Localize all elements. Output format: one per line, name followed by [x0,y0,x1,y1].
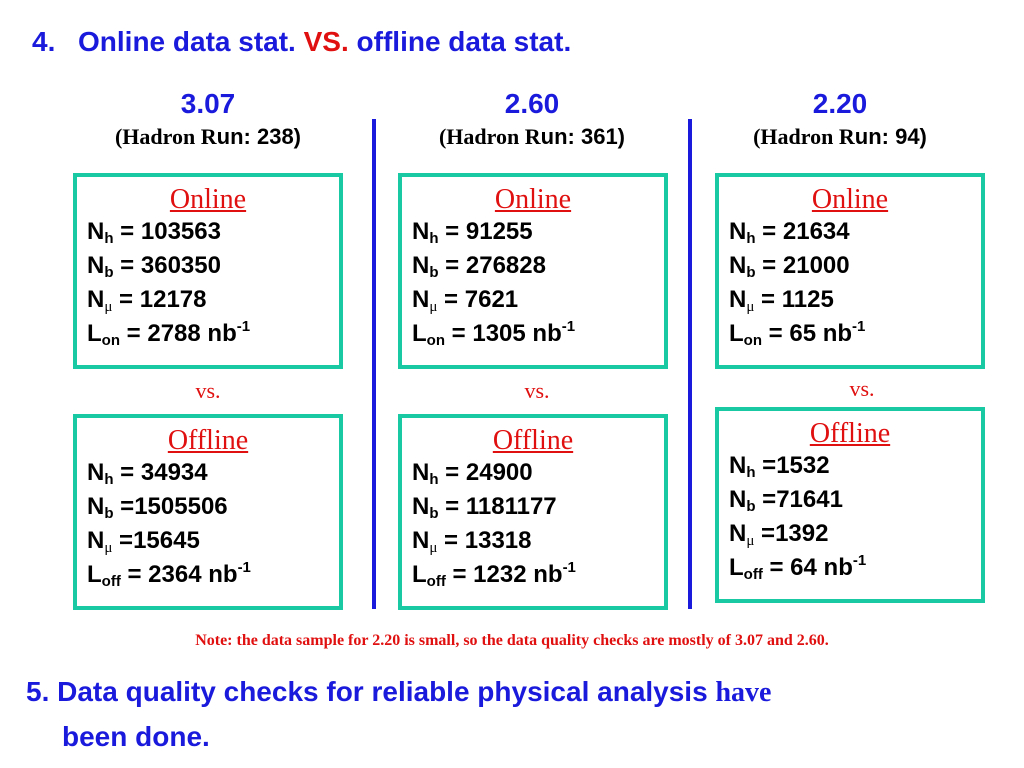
stat-line: Nh = 21634 [729,218,850,247]
conclusion-sans: Data quality checks for reliable physica… [57,676,708,707]
stat-line: Nμ = 1125 [729,286,834,315]
stat-line: Loff = 1232 nb-1 [412,559,576,590]
column-header-3: 2.20 (Hadron Run: 94) [690,88,990,152]
stat-line: Nh = 24900 [412,459,533,488]
offline-box-1: Offline Nh = 34934 Nb =1505506 Nμ =15645… [73,414,343,610]
conclusion-number: 5. [26,676,50,707]
stat-line: Nb = 360350 [87,252,221,281]
title-vs: VS. [303,26,349,57]
column-header-2: 2.60 (Hadron Run: 361) [382,88,682,152]
online-box-1: Online Nh = 103563 Nb = 360350 Nμ = 1217… [73,173,343,369]
column-divider [688,119,692,609]
energy-label: 2.20 [812,88,868,119]
stat-line: Nh = 34934 [87,459,208,488]
online-box-2: Online Nh = 91255 Nb = 276828 Nμ = 7621 … [398,173,668,369]
column-header-1: 3.07 (Hadron Run: 238) [58,88,358,152]
run-label: (Hadron Run: 238) [114,124,302,149]
vs-label: vs. [524,378,550,403]
column-divider [372,119,376,609]
stat-line: Nμ = 12178 [87,286,207,315]
title-part2: offline data stat. [356,26,572,57]
stat-line: Nμ = 13318 [412,527,532,556]
online-heading: Online [494,184,572,215]
note-text: Note: the data sample for 2.20 is small,… [195,632,829,649]
run-label: (Hadron Run: 361) [438,124,626,149]
stat-line: Nb = 1181177 [412,493,557,522]
stat-line: Nh = 103563 [87,218,221,247]
stat-line: Nb = 276828 [412,252,546,281]
stat-line: Loff = 64 nb-1 [729,552,867,583]
slide-title: 4. Online data stat. VS. offline data sta… [32,26,571,58]
offline-heading: Offline [809,418,891,449]
stat-line: Nμ =15645 [87,527,200,556]
conclusion-line2: been done. [62,721,210,752]
energy-label: 3.07 [180,88,236,119]
stat-line: Nμ = 7621 [412,286,519,315]
title-part1: Online data stat. [78,26,296,57]
conclusion-text: 5. Data quality checks for reliable phys… [26,670,986,759]
offline-heading: Offline [167,425,249,456]
stat-line: Nb =1505506 [87,493,228,522]
stat-line: Lon = 2788 nb-1 [87,318,251,349]
stat-line: Loff = 2364 nb-1 [87,559,251,590]
online-heading: Online [811,184,889,215]
stat-line: Nh = 91255 [412,218,533,247]
vs-label: vs. [195,378,221,403]
online-heading: Online [169,184,247,215]
energy-label: 2.60 [504,88,560,119]
conclusion-serif: have [715,677,772,708]
stat-line: Nμ =1392 [729,520,829,549]
online-box-3: Online Nh = 21634 Nb = 21000 Nμ = 1125 L… [715,173,985,369]
offline-box-3: Offline Nh =1532 Nb =71641 Nμ =1392 Loff… [715,407,985,603]
stat-line: Lon = 65 nb-1 [729,318,866,349]
offline-heading: Offline [492,425,574,456]
stat-line: Nb =71641 [729,486,843,515]
title-number: 4. [32,26,56,57]
stat-line: Nh =1532 [729,452,830,481]
vs-label: vs. [849,376,875,401]
stat-line: Nb = 21000 [729,252,850,281]
stat-line: Lon = 1305 nb-1 [412,318,576,349]
run-label: (Hadron Run: 94) [753,124,927,149]
offline-box-2: Offline Nh = 24900 Nb = 1181177 Nμ = 133… [398,414,668,610]
